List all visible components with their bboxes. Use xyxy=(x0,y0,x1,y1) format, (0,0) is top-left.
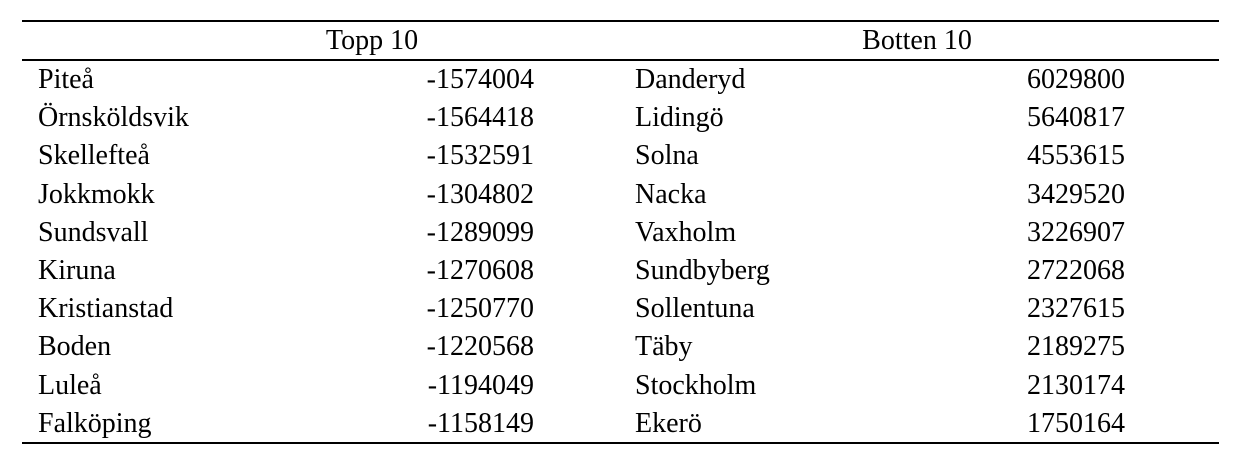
table-row: Kristianstad -1250770 xyxy=(38,290,534,328)
municipality-value: -1289099 xyxy=(426,216,534,248)
table-row: Nacka 3429520 xyxy=(635,176,1125,214)
table-row: Skellefteå -1532591 xyxy=(38,137,534,175)
header-topp-10: Topp 10 xyxy=(325,25,419,56)
table-row: Luleå -1194049 xyxy=(38,367,534,405)
table-row: Täby 2189275 xyxy=(635,328,1125,366)
municipality-name: Sundsvall xyxy=(38,216,149,248)
municipality-name: Örnsköldsvik xyxy=(38,102,189,134)
municipality-value: -1532591 xyxy=(426,140,534,172)
municipality-name: Jokkmokk xyxy=(38,178,155,210)
table-row: Jokkmokk -1304802 xyxy=(38,176,534,214)
municipality-value: -1194049 xyxy=(427,369,534,401)
municipality-name: Nacka xyxy=(635,178,707,210)
municipality-name: Boden xyxy=(38,331,112,363)
municipality-value: 2130174 xyxy=(1027,369,1125,401)
municipality-name: Täby xyxy=(635,331,693,363)
bottom-rule xyxy=(22,442,1219,444)
municipality-value: -1220568 xyxy=(426,331,534,363)
municipality-value: -1250770 xyxy=(426,293,534,325)
municipality-value: -1304802 xyxy=(426,178,534,210)
table-row: Falköping -1158149 xyxy=(38,405,534,443)
table-row: Piteå -1574004 xyxy=(38,61,534,99)
municipality-name: Kristianstad xyxy=(38,293,174,325)
table-row: Stockholm 2130174 xyxy=(635,367,1125,405)
table-row: Solna 4553615 xyxy=(635,137,1125,175)
header-rule xyxy=(22,59,1219,61)
municipality-name: Lidingö xyxy=(635,102,724,134)
table-row: Boden -1220568 xyxy=(38,328,534,366)
municipality-value: 6029800 xyxy=(1027,64,1125,95)
municipality-name: Sollentuna xyxy=(635,293,755,325)
table-row: Sollentuna 2327615 xyxy=(635,290,1125,328)
table-row: Vaxholm 3226907 xyxy=(635,214,1125,252)
municipality-name: Sundbyberg xyxy=(635,255,770,286)
municipality-value: 5640817 xyxy=(1027,102,1125,134)
municipality-value: -1564418 xyxy=(426,102,534,134)
municipality-name: Solna xyxy=(635,140,699,172)
municipality-name: Ekerö xyxy=(635,407,702,439)
municipality-name: Kiruna xyxy=(38,255,116,286)
municipality-value: -1158149 xyxy=(427,407,534,439)
municipality-name: Stockholm xyxy=(635,369,757,401)
municipality-name: Piteå xyxy=(38,64,94,95)
municipality-value: 3226907 xyxy=(1027,216,1125,248)
municipality-name: Danderyd xyxy=(635,64,746,95)
municipality-value: 3429520 xyxy=(1027,178,1125,210)
table-row: Ekerö 1750164 xyxy=(635,405,1125,443)
table-row: Sundsvall -1289099 xyxy=(38,214,534,252)
table-row: Lidingö 5640817 xyxy=(635,99,1125,137)
municipality-value: -1270608 xyxy=(426,255,534,286)
header-botten-10: Botten 10 xyxy=(862,25,972,56)
municipality-name: Skellefteå xyxy=(38,140,150,172)
municipality-value: 2327615 xyxy=(1027,293,1125,325)
municipality-name: Falköping xyxy=(38,407,152,439)
top-rule xyxy=(22,20,1219,22)
municipality-value: 1750164 xyxy=(1027,407,1125,439)
table-row: Örnsköldsvik -1564418 xyxy=(38,99,534,137)
table-row: Kiruna -1270608 xyxy=(38,252,534,290)
municipality-value: 2189275 xyxy=(1027,331,1125,363)
municipality-value: 4553615 xyxy=(1027,140,1125,172)
table-row: Sundbyberg 2722068 xyxy=(635,252,1125,290)
municipality-value: 2722068 xyxy=(1027,255,1125,286)
municipality-value: -1574004 xyxy=(426,64,534,95)
table-row: Danderyd 6029800 xyxy=(635,61,1125,99)
municipality-name: Luleå xyxy=(38,369,102,401)
municipality-name: Vaxholm xyxy=(635,216,737,248)
